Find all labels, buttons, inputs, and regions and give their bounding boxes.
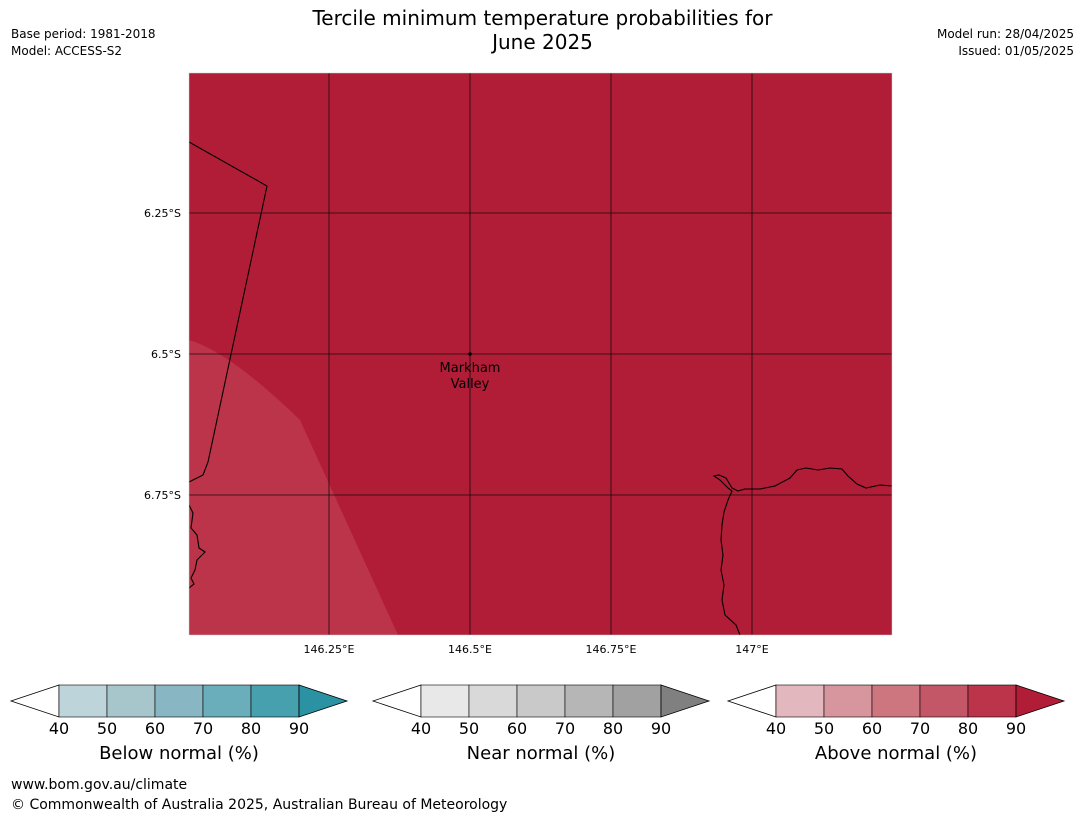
colorbar-swatch [967,684,1017,718]
issued-text: Issued: 01/05/2025 [958,44,1074,58]
colorbar-below-swatches [9,684,349,718]
colorbar-swatch [612,684,662,718]
colorbar-tick: 90 [288,719,310,738]
province-boundary [189,141,268,483]
model-text: Model: ACCESS-S2 [11,44,123,58]
colorbar-swatch [468,684,518,718]
coastline-east [712,467,892,635]
footer: www.bom.gov.au/climate © Commonwealth of… [11,775,507,815]
base-period-text: Base period: 1981-2018 [11,27,156,41]
colorbar-title: Near normal (%) [466,743,616,764]
map-title: Tercile minimum temperature probabilitie… [0,6,1085,54]
colorbar-over-triangle [1015,684,1066,718]
colorbar-over-triangle [298,684,349,718]
colorbar-swatch [823,684,873,718]
colorbar-tick: 60 [506,719,528,738]
title-line-2: June 2025 [492,30,593,54]
colorbar-tick: 40 [48,719,70,738]
footer-url: www.bom.gov.au/climate [11,777,188,793]
colorbar-ticks: 40 50 60 70 80 90 [726,719,1066,739]
colorbar-tick: 70 [554,719,576,738]
lon-label: 146.25°E [304,643,355,656]
title-line-1: Tercile minimum temperature probabilitie… [312,6,773,30]
map-frame [188,72,893,636]
colorbar-tick: 40 [765,719,787,738]
colorbar-tick: 80 [240,719,262,738]
colorbar-under-triangle [371,684,422,718]
colorbar-near-swatches [371,684,711,718]
lon-label: 146.5°E [448,643,492,656]
lat-label: 6.5°S [151,348,181,361]
colorbar-above-normal: 40 50 60 70 80 90 Above normal (%) [726,684,1066,764]
colorbar-over-triangle [660,684,711,718]
colorbar-above-swatches [726,684,1066,718]
meta-left: Base period: 1981-2018 Model: ACCESS-S2 [11,26,156,60]
colorbar-tick: 70 [192,719,214,738]
colorbar-swatch [775,684,825,718]
colorbar-swatch [871,684,921,718]
place-label-line-2: Valley [451,377,490,392]
colorbar-near-normal: 40 50 60 70 80 90 Near normal (%) [371,684,711,764]
colorbar-swatch [420,684,470,718]
colorbar-swatch [202,684,252,718]
colorbar-tick: 50 [813,719,835,738]
lon-label: 146.75°E [586,643,637,656]
location-marker [468,352,472,356]
meta-right: Model run: 28/04/2025 Issued: 01/05/2025 [937,26,1074,60]
colorbar-ticks: 40 50 60 70 80 90 [371,719,711,739]
colorbar-swatch [564,684,614,718]
lat-label: 6.75°S [144,489,181,502]
colorbar-tick: 80 [602,719,624,738]
colorbar-title: Above normal (%) [814,743,978,764]
colorbar-swatch [516,684,566,718]
boundary-lines [189,141,892,635]
colorbar-tick: 90 [650,719,672,738]
colorbar-tick: 90 [1005,719,1027,738]
model-run-text: Model run: 28/04/2025 [936,27,1074,41]
colorbar-tick: 80 [957,719,979,738]
footer-copyright: © Commonwealth of Australia 2025, Austra… [11,797,508,813]
place-label-line-1: Markham [440,361,501,376]
colorbar-tick: 50 [96,719,118,738]
lower-probability-region [189,340,398,635]
colorbar-tick: 70 [909,719,931,738]
colorbar-ticks: 40 50 60 70 80 90 [9,719,349,739]
colorbar-swatch [154,684,204,718]
lon-label: 147°E [735,643,768,656]
colorbar-tick: 60 [861,719,883,738]
colorbar-below-normal: 40 50 60 70 80 90 Below normal (%) [9,684,349,764]
colorbar-swatch [106,684,156,718]
coastline-west [189,504,206,589]
colorbar-swatch [58,684,108,718]
colorbar-swatch [250,684,300,718]
map: Markham Valley 6.25°S 6.5°S 6.75°S 146.2… [144,72,893,656]
lat-label: 6.25°S [144,207,181,220]
colorbar-under-triangle [9,684,60,718]
colorbar-tick: 60 [144,719,166,738]
colorbar-title: Below normal (%) [99,743,259,764]
colorbar-tick: 50 [458,719,480,738]
colorbar-tick: 40 [410,719,432,738]
colorbar-under-triangle [726,684,777,718]
colorbar-swatch [919,684,969,718]
